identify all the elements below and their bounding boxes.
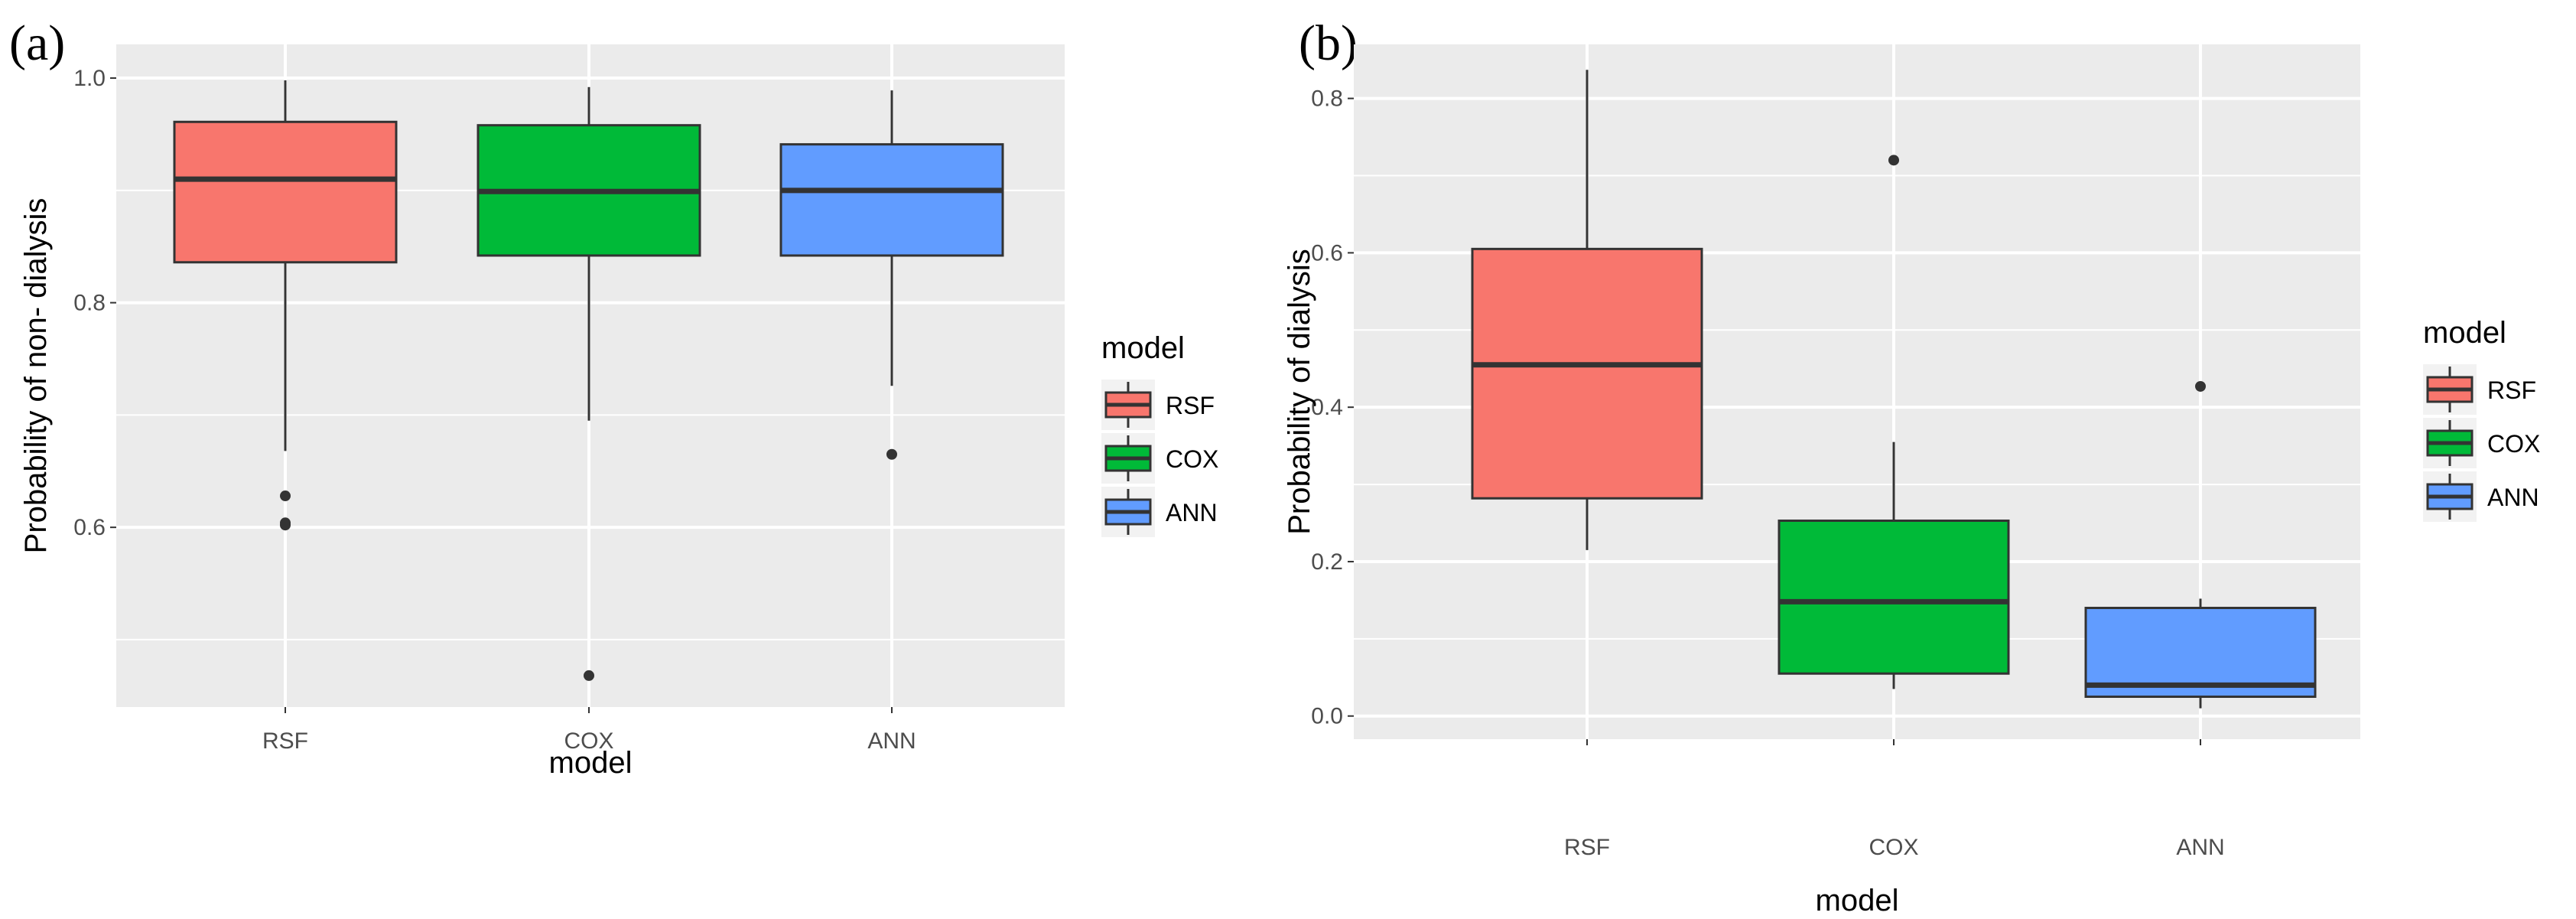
p1-cox-outlier-point [584,670,594,681]
p1-ann-box [779,143,1004,257]
p2-panel-label: (b) [1299,15,1358,71]
p2-cox-outlier-point [1888,155,1899,166]
p2-ann-outlier-point [2195,380,2206,392]
p2-rsf-box [1471,247,1703,500]
p1-x-axis-title: model [549,746,633,780]
p1-ann-outlier-point [886,448,897,460]
p2-legend-title: model [2423,316,2506,350]
p2-x-tick-label-cox: COX [1869,835,1918,860]
p2-legend-ann-label: ANN [2487,484,2539,511]
p1-legend-cox-label: COX [1166,445,1218,473]
p1-y-tick-label: 1.0 [73,66,106,91]
p1-x-tick-label-ann: ANN [867,728,916,754]
p2-legend-cox-label: COX [2487,430,2540,458]
p1-y-tick-label: 0.6 [73,515,106,540]
p1-panel-label: (a) [9,15,65,71]
p2-x-tick-label-rsf: RSF [1564,835,1610,860]
p2-y-tick-label: 0.2 [1311,549,1343,575]
p2-y-tick-label: 0.4 [1311,395,1343,420]
p1-rsf-outlier-point [280,520,291,531]
p1-x-tick-label-rsf: RSF [262,728,308,754]
p2-y-tick-label: 0.6 [1311,240,1343,266]
p2-y-axis-title: Probability of dialysis [1283,249,1316,535]
p1-legend-ann-label: ANN [1166,499,1218,526]
p1-rsf-box [173,120,398,264]
p1-legend-title: model [1101,331,1185,365]
p2-y-tick-label: 0.8 [1311,86,1343,112]
p2-y-tick-label: 0.0 [1311,704,1343,729]
p2-legend-rsf-label: RSF [2487,376,2536,404]
p2-x-tick-label-ann: ANN [2176,835,2224,860]
p2-x-axis-title: model [1816,884,1899,917]
p2-ann-box [2084,606,2317,699]
p1-x-tick-label-cox: COX [564,728,613,754]
p2-cox-box [1778,519,2010,675]
p1-legend-rsf-label: RSF [1166,392,1215,419]
p1-rsf-outlier-point [280,490,291,502]
p1-y-axis-title: Probability of non- dialysis [19,198,53,554]
p1-y-tick-label: 0.8 [73,291,106,316]
